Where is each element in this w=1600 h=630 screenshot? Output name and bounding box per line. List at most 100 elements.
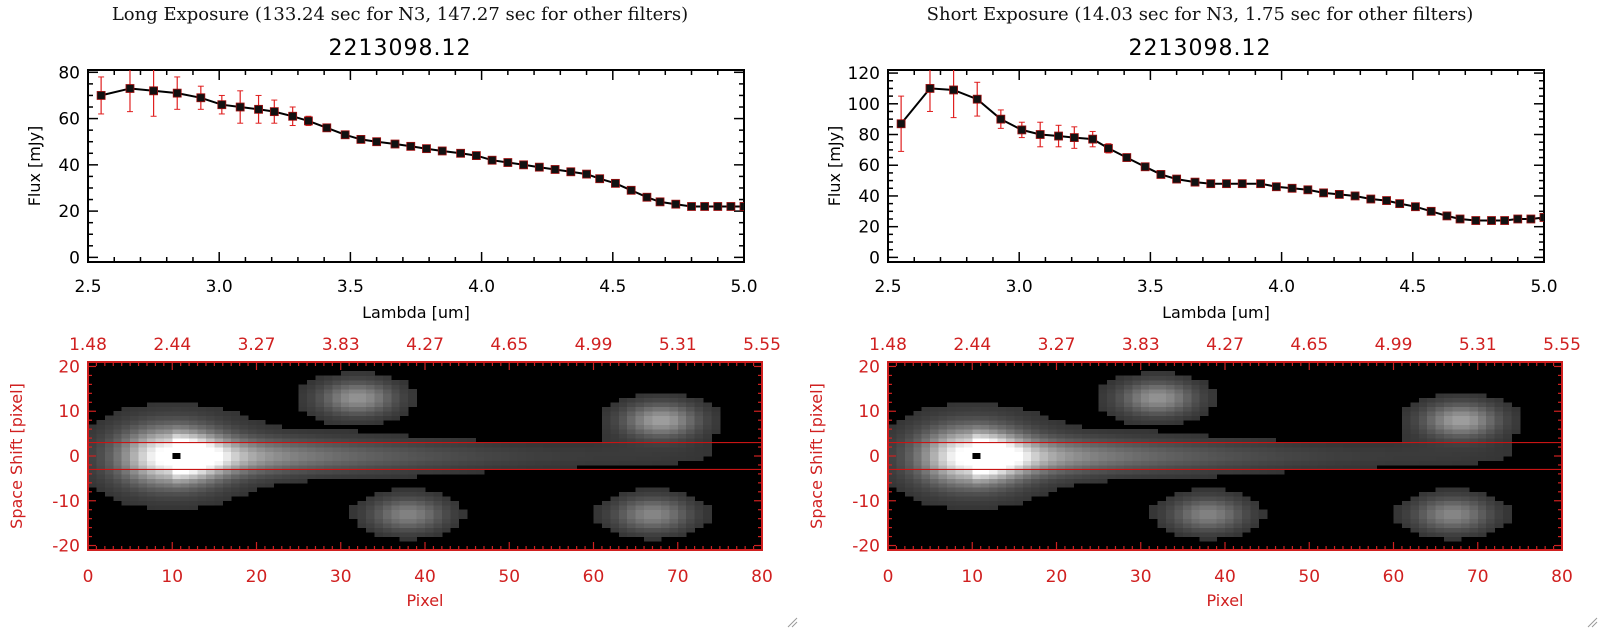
- image-pixel: [888, 429, 897, 435]
- image-pixel: [307, 438, 316, 443]
- image-pixel: [1123, 473, 1133, 479]
- image-pixel: [627, 415, 637, 421]
- image-pixel: [1418, 518, 1428, 524]
- image-pixel: [307, 397, 316, 403]
- image-pixel: [677, 397, 687, 403]
- image-pixel: [366, 527, 375, 533]
- image-pixel: [938, 500, 948, 506]
- image-pixel: [1157, 420, 1167, 426]
- image-pixel: [1166, 420, 1175, 426]
- image-pixel: [146, 447, 156, 452]
- image-pixel: [222, 491, 232, 497]
- image-pixel: [1132, 473, 1142, 479]
- image-pixel: [1292, 456, 1302, 461]
- image-pixel: [1477, 411, 1487, 417]
- image-pixel: [1283, 442, 1293, 448]
- image-pixel: [1283, 451, 1293, 457]
- image-pixel: [1132, 442, 1142, 448]
- image-pixel: [222, 487, 232, 493]
- image-pixel: [458, 456, 468, 461]
- image-pixel: [1064, 469, 1074, 475]
- image-pixel: [963, 406, 973, 412]
- image-pixel: [997, 473, 1007, 479]
- image-pixel: [382, 460, 392, 466]
- image-pixel: [1005, 433, 1015, 439]
- image-pixel: [1460, 393, 1470, 399]
- image-pixel: [248, 442, 257, 448]
- image-pixel: [130, 456, 139, 461]
- image-pixel: [1452, 402, 1462, 408]
- x-tick-label: 2.5: [874, 277, 901, 297]
- image-pixel: [1005, 424, 1015, 430]
- image-pixel: [930, 429, 939, 435]
- image-pixel: [104, 487, 114, 493]
- image-pixel: [374, 415, 384, 421]
- image-pixel: [913, 420, 923, 426]
- y-axis-title: Space Shift [pixel]: [7, 383, 26, 529]
- image-pixel: [669, 406, 679, 412]
- image-pixel: [231, 482, 241, 488]
- image-pixel: [1208, 514, 1217, 520]
- image-pixel: [1090, 473, 1100, 479]
- image-pixel: [635, 451, 645, 457]
- image-pixel: [1073, 469, 1083, 475]
- image-pixel: [1166, 505, 1175, 511]
- image-pixel: [938, 478, 948, 484]
- image-pixel: [904, 491, 914, 497]
- image-pixel: [1199, 451, 1209, 457]
- image-pixel: [930, 447, 939, 452]
- image-pixel: [652, 438, 662, 443]
- image-pixel: [1444, 518, 1453, 524]
- image-pixel: [416, 487, 426, 493]
- image-pixel: [930, 451, 939, 457]
- image-pixel: [652, 523, 662, 529]
- image-pixel: [290, 447, 300, 452]
- image-pixel: [332, 384, 342, 390]
- image-pixel: [904, 460, 914, 466]
- image-pixel: [1174, 415, 1184, 421]
- resize-grip-icon[interactable]: [786, 616, 798, 628]
- image-pixel: [1123, 460, 1133, 466]
- data-point: [1334, 190, 1344, 199]
- image-pixel: [222, 447, 232, 452]
- image-pixel: [1275, 456, 1285, 461]
- image-pixel: [896, 442, 906, 448]
- image-pixel: [1233, 527, 1243, 533]
- image-pixel: [904, 456, 914, 461]
- image-pixel: [1208, 473, 1217, 479]
- image-pixel: [921, 429, 931, 435]
- image-pixel: [391, 487, 401, 493]
- image-pixel: [1174, 397, 1184, 403]
- image-pixel: [433, 532, 443, 537]
- image-pixel: [618, 438, 628, 443]
- image-pixel: [1031, 424, 1041, 430]
- image-pixel: [542, 460, 552, 466]
- image-pixel: [703, 518, 712, 524]
- image-pixel: [618, 456, 628, 461]
- image-pixel: [1107, 402, 1116, 408]
- image-pixel: [163, 482, 173, 488]
- image-pixel: [568, 451, 578, 457]
- image-pixel: [1174, 473, 1184, 479]
- image-pixel: [399, 442, 409, 448]
- image-pixel: [618, 420, 628, 426]
- image-pixel: [382, 491, 392, 497]
- image-pixel: [660, 532, 670, 537]
- resize-grip-icon[interactable]: [1586, 616, 1598, 628]
- image-pixel: [1199, 384, 1209, 390]
- image-pixel: [214, 464, 224, 470]
- image-pixel: [1368, 442, 1378, 448]
- image-pixel: [1191, 505, 1201, 511]
- image-pixel: [450, 451, 460, 457]
- image-pixel: [1098, 460, 1108, 466]
- image-pixel: [408, 509, 417, 515]
- image-pixel: [382, 456, 392, 461]
- image-pixel: [146, 505, 156, 511]
- image-pixel: [1460, 523, 1470, 529]
- image-pixel: [197, 491, 207, 497]
- image-pixel: [1401, 438, 1411, 443]
- image-pixel: [450, 447, 460, 452]
- long-exposure-object-id: 2213098.12: [328, 36, 472, 61]
- image-pixel: [1140, 406, 1150, 412]
- image-pixel: [1073, 424, 1083, 430]
